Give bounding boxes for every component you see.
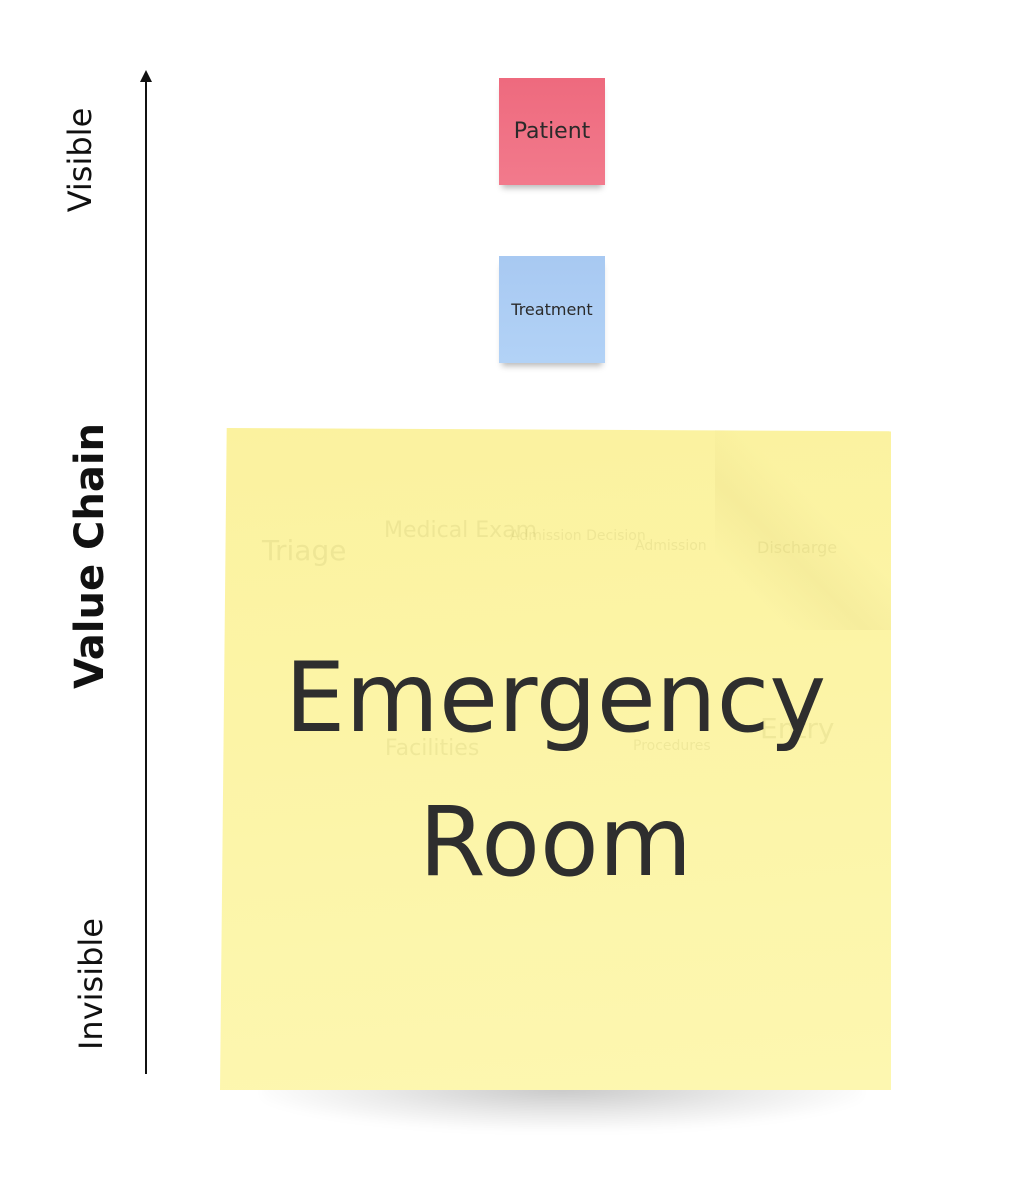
sticky-note-label: Treatment [511,300,593,319]
ghost-text: Discharge [757,538,838,557]
sticky-note-label: Patient [513,119,591,144]
sticky-note-emergency-room[interactable] [220,428,891,1090]
sticky-note-treatment[interactable]: Treatment [499,256,605,363]
arrow-up-icon [140,70,152,82]
ghost-text: Triage [262,534,347,567]
sticky-note-title: Emergency Room [220,626,891,914]
ghost-text: Entry [760,712,835,745]
ghost-text: Procedures [633,738,711,754]
value-chain-axis-line [145,80,147,1074]
title-line-1: Emergency [284,642,827,754]
ghost-text: Medical Exam [384,518,538,543]
axis-title: Value Chain [67,422,113,690]
ghost-text: Admission Decision [510,528,646,544]
axis-label-visible: Visible [61,107,99,213]
ghost-text: Admission [635,538,707,554]
axis-label-invisible: Invisible [72,918,110,1050]
sticky-note-fold [715,430,891,630]
ghost-text: Facilities [385,736,480,761]
sticky-note-patient[interactable]: Patient [499,78,605,185]
title-line-2: Room [418,786,693,898]
